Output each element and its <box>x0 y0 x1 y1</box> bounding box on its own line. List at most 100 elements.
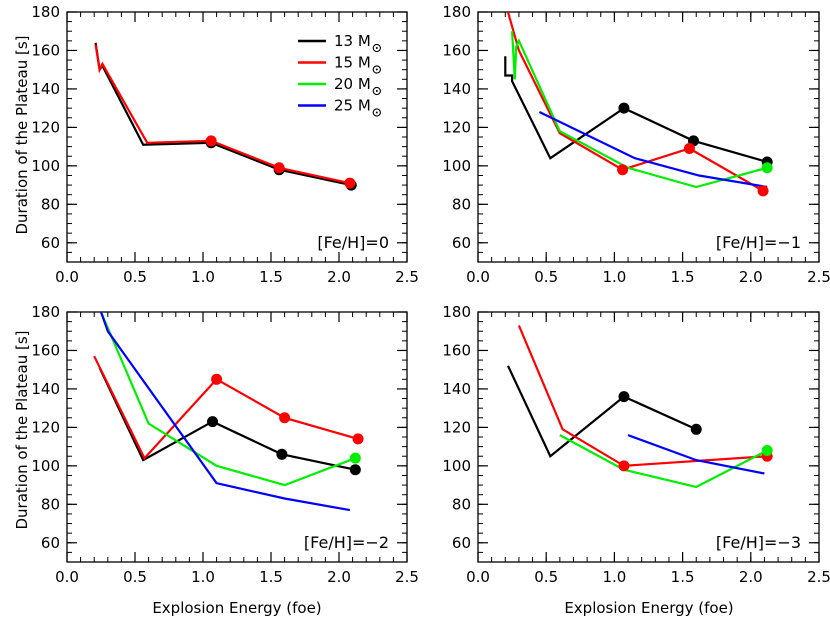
y-tick-label: 100 <box>31 157 60 175</box>
data-point <box>618 102 630 114</box>
x-tick-label: 0.0 <box>55 268 79 286</box>
y-tick-label: 140 <box>442 80 471 98</box>
metallicity-label: [Fe/H]=−3 <box>716 533 801 552</box>
plot-frame <box>477 11 820 263</box>
y-tick-label: 120 <box>31 118 60 136</box>
series-line <box>94 44 351 185</box>
y-tick-label: 60 <box>452 234 471 252</box>
x-tick-label: 0.0 <box>55 568 79 586</box>
y-tick-label: 100 <box>442 457 471 475</box>
metallicity-label: [Fe/H]=0 <box>317 233 389 252</box>
series-line <box>93 355 359 461</box>
data-point <box>690 423 702 435</box>
y-tick-label: 160 <box>442 41 471 59</box>
data-point <box>211 373 223 385</box>
legend-item: 15 M <box>298 54 381 74</box>
y-axis-label-bottom: Duration of the Plateau [s] <box>13 330 31 529</box>
x-tick-label: 1.5 <box>259 568 283 586</box>
x-tick-label: 2.0 <box>739 568 763 586</box>
x-tick-label: 0.0 <box>466 268 490 286</box>
panel-4: 0.0 0.5 1.0 1.5 2.0 2.5 60 80 100 120 140 160 180 [Fe… <box>442 303 830 586</box>
x-axis-label-left: Explosion Energy (foe) <box>152 599 321 617</box>
y-tick-label: 180 <box>31 303 60 321</box>
y-tick-label: 80 <box>41 495 60 513</box>
data-point <box>349 464 361 476</box>
series-line <box>559 434 768 489</box>
series-line <box>504 56 768 164</box>
y-tick-label: 160 <box>31 41 60 59</box>
y-tick-label: 160 <box>442 341 471 359</box>
series-line <box>507 365 697 458</box>
x-tick-label: 2.0 <box>739 268 763 286</box>
y-axis-label-top: Duration of the Plateau [s] <box>13 35 31 234</box>
x-tick-label: 2.0 <box>327 268 351 286</box>
y-tick-label: 80 <box>41 195 60 213</box>
x-tick-label: 1.0 <box>191 268 215 286</box>
legend-label: 20 M <box>334 75 371 93</box>
series-line <box>99 312 351 512</box>
x-tick-label: 1.0 <box>602 568 626 586</box>
series-line <box>94 42 352 187</box>
x-tick-label: 1.0 <box>602 268 626 286</box>
panel-3: 0.0 0.5 1.0 1.5 2.0 2.5 60 80 100 120 140 160 180 [Fe… <box>31 303 419 586</box>
x-tick-label: 1.5 <box>259 268 283 286</box>
data-point <box>279 412 291 424</box>
y-tick-label: 100 <box>31 457 60 475</box>
panel-1: 0.0 0.5 1.0 1.5 2.0 2.5 60 80 100 120 140 160 180 [Fe… <box>31 3 419 286</box>
y-tick-label: 60 <box>452 534 471 552</box>
data-point <box>349 452 361 464</box>
panel-2: 0.0 0.5 1.0 1.5 2.0 2.5 60 80 100 120 140 160 180 [Fe… <box>442 3 830 286</box>
x-tick-label: 2.5 <box>395 268 419 286</box>
data-point <box>273 162 285 174</box>
data-point <box>276 448 288 460</box>
series-line <box>511 31 768 189</box>
y-tick-label: 140 <box>31 380 60 398</box>
sun-symbol-icon <box>372 108 381 117</box>
legend-item: 25 M <box>298 97 381 117</box>
y-tick-label: 180 <box>31 3 60 21</box>
y-tick-label: 80 <box>452 195 471 213</box>
series-line <box>517 325 768 467</box>
x-tick-label: 1.5 <box>671 268 695 286</box>
data-point <box>344 177 356 189</box>
x-tick-label: 2.5 <box>807 568 830 586</box>
legend-label: 13 M <box>334 32 371 50</box>
x-tick-label: 2.0 <box>327 568 351 586</box>
y-tick-label: 80 <box>452 495 471 513</box>
x-tick-label: 0.5 <box>123 268 147 286</box>
data-point <box>761 162 773 174</box>
x-tick-label: 0.5 <box>534 568 558 586</box>
y-tick-label: 120 <box>442 418 471 436</box>
data-point <box>352 433 364 445</box>
x-tick-label: 1.5 <box>671 568 695 586</box>
data-point <box>761 444 773 456</box>
legend-label: 25 M <box>334 97 371 115</box>
y-tick-label: 180 <box>442 3 471 21</box>
y-tick-label: 180 <box>442 303 471 321</box>
metallicity-label: [Fe/H]=−1 <box>716 233 801 252</box>
x-axis-label-right: Explosion Energy (foe) <box>564 599 733 617</box>
x-tick-label: 0.5 <box>534 268 558 286</box>
y-tick-label: 120 <box>31 418 60 436</box>
series-line <box>99 312 356 487</box>
y-tick-label: 140 <box>442 380 471 398</box>
data-point <box>683 143 695 155</box>
data-point <box>207 416 219 428</box>
legend: 13 M 15 M 20 M 25 M <box>298 32 381 117</box>
legend-label: 15 M <box>334 54 371 72</box>
y-tick-label: 60 <box>41 234 60 252</box>
metallicity-label: [Fe/H]=−2 <box>304 533 389 552</box>
data-point <box>205 135 217 147</box>
y-tick-label: 140 <box>31 80 60 98</box>
legend-item: 20 M <box>298 75 381 96</box>
y-tick-label: 100 <box>442 157 471 175</box>
series-line <box>627 434 765 475</box>
x-tick-label: 1.0 <box>191 568 215 586</box>
data-point <box>757 185 769 197</box>
y-tick-label: 160 <box>31 341 60 359</box>
data-point <box>618 391 630 403</box>
sun-symbol-icon <box>372 86 381 96</box>
panels: 0.0 0.5 1.0 1.5 2.0 2.5 60 80 100 120 140 160 180 [Fe… <box>31 3 830 586</box>
y-tick-label: 60 <box>41 534 60 552</box>
